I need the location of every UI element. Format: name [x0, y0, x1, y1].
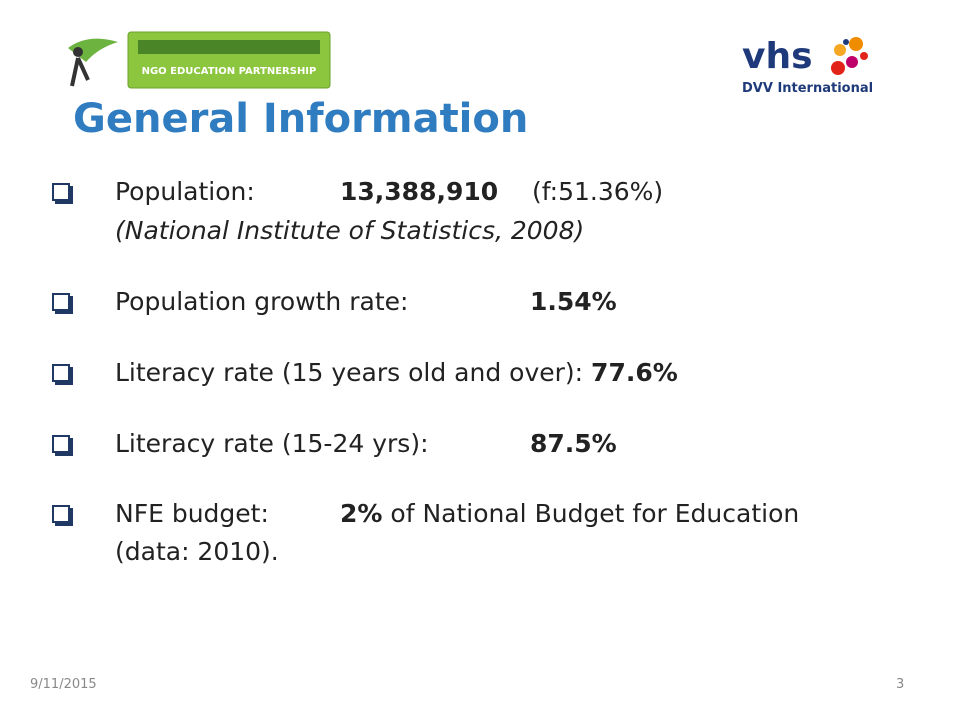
left-logo: NGO EDUCATION PARTNERSHIP: [68, 31, 331, 89]
logo-text: NGO EDUCATION PARTNERSHIP: [142, 66, 317, 77]
logo-name: vhs: [742, 36, 813, 77]
logo-subtitle: DVV International: [742, 81, 873, 96]
title: General Information: [73, 96, 529, 142]
item-extra: of National Budget for Education: [390, 499, 800, 528]
item-note: (National Institute of Statistics, 2008): [115, 216, 585, 245]
item-extra: (f:51.36%): [532, 177, 664, 206]
bullet: [52, 183, 70, 201]
item-label: Population growth rate:: [115, 287, 409, 316]
item-label: NFE budget:: [115, 499, 269, 528]
item-row: Literacy rate (15 years old and over): 7…: [115, 358, 678, 388]
item-note: (data: 2010).: [115, 537, 279, 566]
footer-date: 9/11/2015: [30, 677, 97, 692]
footer-page: 3: [896, 677, 905, 692]
item-label: Literacy rate (15-24 yrs):: [115, 429, 429, 458]
bullet: [52, 364, 70, 382]
bullet: [52, 505, 70, 523]
bullet: [52, 293, 70, 311]
right-logo: vhs DVV International: [742, 36, 873, 96]
item-label: Population:: [115, 177, 255, 206]
item-value: 77.6%: [591, 358, 678, 387]
item-value: 13,388,910: [340, 177, 499, 206]
item-value: 87.5%: [530, 429, 617, 458]
item-row: 2% of National Budget for Education: [340, 499, 799, 529]
item-value: 1.54%: [530, 287, 617, 316]
bullet: [52, 435, 70, 453]
item-label: Literacy rate (15 years old and over):: [115, 358, 584, 387]
item-value: 2%: [340, 499, 383, 528]
